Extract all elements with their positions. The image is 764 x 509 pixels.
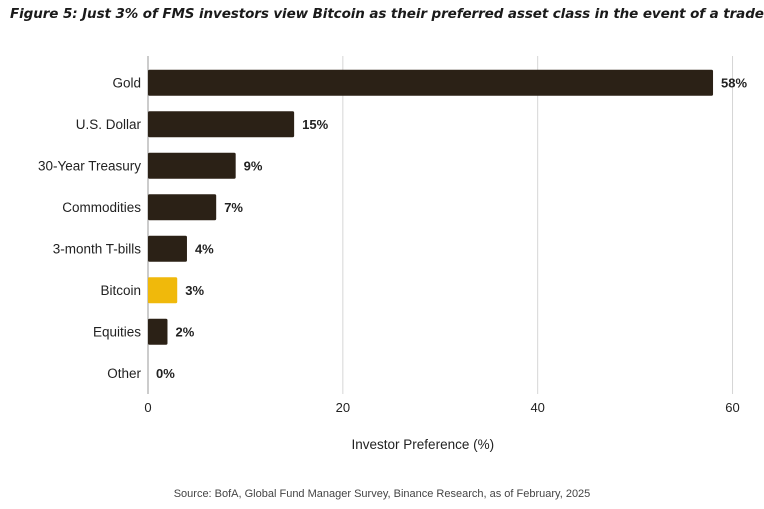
value-label: 15% xyxy=(302,117,328,132)
value-label: 58% xyxy=(721,75,747,90)
value-label: 9% xyxy=(244,158,263,173)
x-axis: 0 20 40 60 Investor Preference (%) xyxy=(144,400,739,452)
x-axis-title: Investor Preference (%) xyxy=(352,437,495,452)
value-label: 3% xyxy=(185,283,204,298)
source-note: Source: BofA, Global Fund Manager Survey… xyxy=(173,488,591,500)
gridlines xyxy=(147,56,734,394)
category-label: U.S. Dollar xyxy=(76,117,142,132)
bar-u-s-dollar xyxy=(148,111,295,138)
bar-bitcoin xyxy=(148,277,178,304)
category-label: Equities xyxy=(93,324,141,339)
category-label: 30-Year Treasury xyxy=(38,158,141,173)
category-label: Bitcoin xyxy=(100,283,141,298)
value-label: 2% xyxy=(175,324,194,339)
bars xyxy=(148,69,714,345)
category-label: Other xyxy=(107,366,141,381)
category-label: Commodities xyxy=(62,200,141,215)
value-label: 7% xyxy=(224,200,243,215)
category-label: 3-month T-bills xyxy=(53,241,142,256)
x-tick-label: 20 xyxy=(336,400,350,415)
figure-title: Figure 5: Just 3% of FMS investors view … xyxy=(10,6,764,22)
bar-3-month-t-bills xyxy=(148,235,187,262)
bar-commodities xyxy=(148,194,217,221)
value-label: 0% xyxy=(156,366,175,381)
labels: Gold 58% U.S. Dollar 15% 30-Year Treasury 9% C… xyxy=(38,75,748,381)
bar-chart: Gold 58% U.S. Dollar 15% 30-Year Treasury 9% C… xyxy=(38,56,748,452)
bar-30-year-treasury xyxy=(148,152,236,179)
category-label: Gold xyxy=(112,75,141,90)
bar-equities xyxy=(148,318,168,345)
x-tick-label: 60 xyxy=(725,400,739,415)
x-tick-label: 40 xyxy=(530,400,544,415)
bar-gold xyxy=(148,69,714,96)
value-label: 4% xyxy=(195,241,214,256)
x-tick-label: 0 xyxy=(144,400,151,415)
